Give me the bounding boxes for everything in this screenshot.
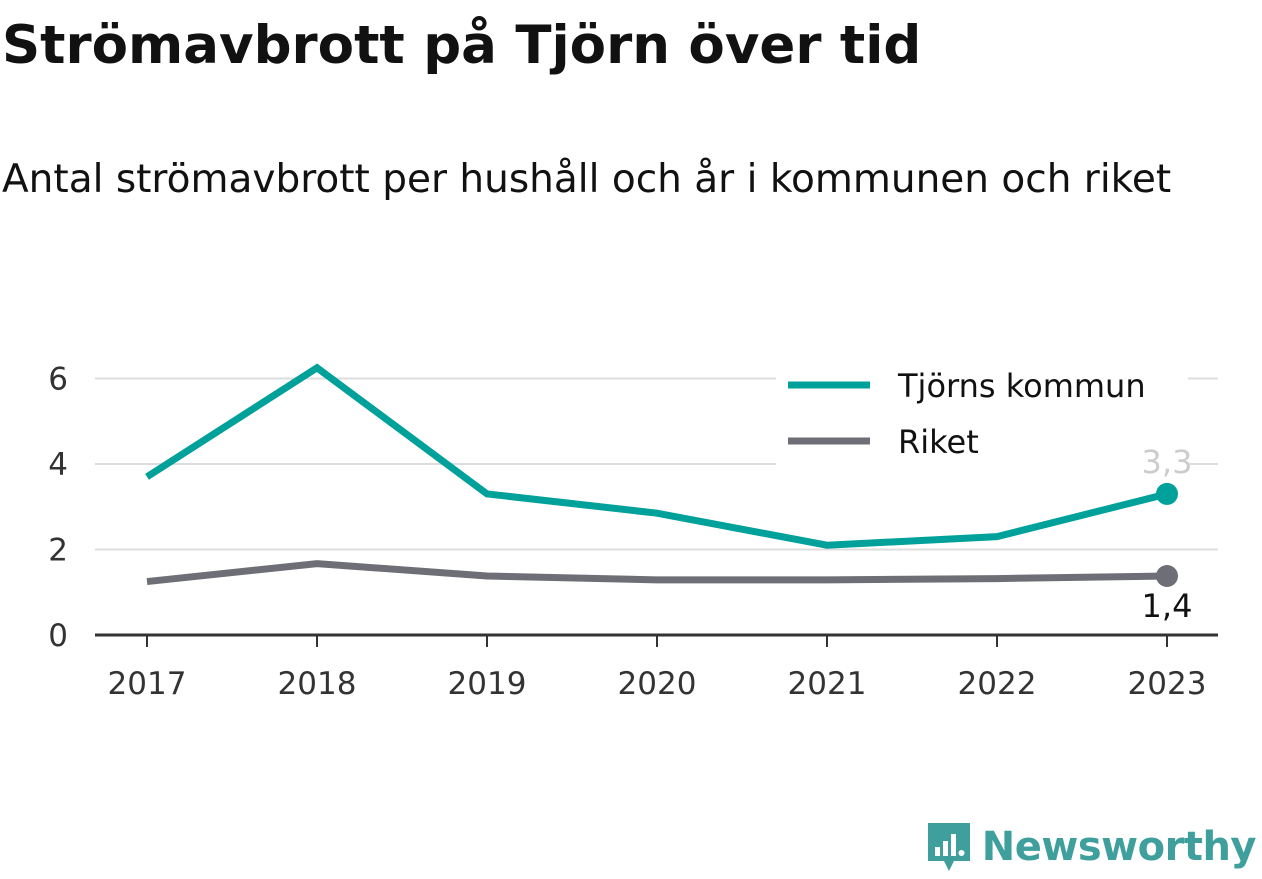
y-tick-label: 0 [48, 618, 68, 654]
series-end-point-0 [1156, 482, 1178, 505]
legend-background [776, 360, 1188, 466]
end-value-label-1: 1,4 [1142, 587, 1193, 625]
x-axis: 2017 2018 2019 2020 2021 2022 2023 [95, 633, 1218, 702]
series-line-1 [146, 560, 1168, 586]
y-tick-label: 4 [48, 447, 68, 483]
chart-title: Strömavbrott på Tjörn över tid [2, 15, 922, 76]
end-labels: 3,3 1,4 [1142, 443, 1193, 625]
x-tick-label: 2018 [278, 666, 357, 702]
legend: Tjörns kommun Riket [776, 360, 1188, 466]
legend-label-0: Tjörns kommun [897, 367, 1146, 405]
end-value-label-0: 3,3 [1142, 443, 1193, 481]
series-lines [145, 363, 1178, 588]
chart-subtitle: Antal strömavbrott per hushåll och år i … [2, 157, 1172, 202]
x-tick-label: 2022 [958, 666, 1037, 702]
x-tick-label: 2020 [618, 666, 697, 702]
x-tick-label: 2017 [108, 666, 187, 702]
y-tick-label: 2 [48, 533, 68, 569]
x-tick-label: 2021 [788, 666, 867, 702]
y-tick-label: 6 [48, 362, 68, 398]
newsworthy-brand: Newsworthy [924, 819, 1257, 875]
legend-label-1: Riket [898, 423, 979, 461]
brand-name: Newsworthy [981, 824, 1257, 870]
series-line-0 [145, 363, 1168, 549]
series-end-point-1 [1156, 565, 1178, 588]
x-tick-label: 2019 [448, 666, 527, 702]
x-tick-label: 2023 [1128, 666, 1207, 702]
y-axis: 0 2 4 6 [48, 362, 68, 655]
newsworthy-logo-icon [927, 823, 970, 871]
